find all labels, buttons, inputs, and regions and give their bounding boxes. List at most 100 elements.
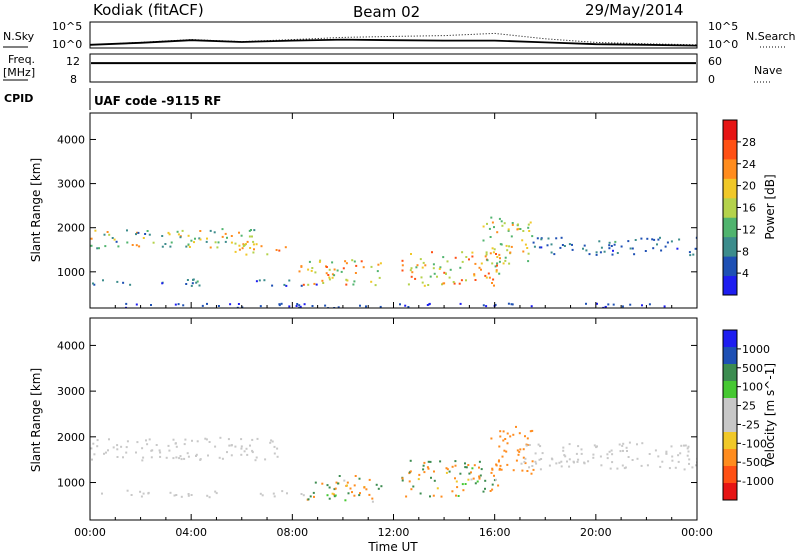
- heatmap-cell: [325, 266, 328, 268]
- cpid-label: CPID: [4, 92, 33, 105]
- y-tick-label: 2000: [57, 222, 85, 235]
- heatmap-cell: [375, 483, 378, 486]
- heatmap-cell: [260, 245, 263, 248]
- heatmap-cell: [427, 467, 430, 470]
- heatmap-cell: [498, 445, 501, 448]
- heatmap-cell: [245, 253, 248, 256]
- heatmap-cell: [665, 452, 668, 455]
- heatmap-cell: [577, 458, 580, 461]
- heatmap-cell: [187, 234, 190, 237]
- colorbar-segment: [723, 347, 737, 365]
- heatmap-cell: [241, 247, 244, 250]
- heatmap-cell: [488, 276, 491, 279]
- heatmap-cell: [180, 495, 183, 498]
- heatmap-cell: [564, 455, 567, 458]
- y-tick-label: 3000: [57, 385, 85, 398]
- heatmap-cell: [454, 477, 456, 480]
- heatmap-cell: [136, 441, 139, 444]
- heatmap-cell: [183, 457, 186, 460]
- heatmap-cell: [657, 238, 660, 241]
- heatmap-cell: [261, 494, 264, 497]
- heatmap-cell: [502, 430, 505, 433]
- heatmap-cell: [271, 440, 274, 443]
- heatmap-cell: [201, 304, 204, 307]
- colorbar-tick-label: 24: [742, 158, 756, 171]
- heatmap-cell: [93, 283, 96, 286]
- heatmap-cell: [525, 444, 528, 447]
- heatmap-cell: [345, 262, 348, 265]
- heatmap-cell: [115, 240, 118, 243]
- heatmap-cell: [237, 303, 240, 305]
- heatmap-cell: [588, 253, 591, 256]
- heatmap-cell: [502, 262, 505, 265]
- colorbar-segment: [723, 256, 737, 277]
- heatmap-cell: [580, 452, 583, 455]
- heatmap-cell: [125, 451, 128, 454]
- heatmap-cell: [563, 245, 566, 247]
- heatmap-cell: [489, 236, 492, 238]
- heatmap-cell: [328, 486, 331, 489]
- heatmap-cell: [498, 253, 501, 256]
- heatmap-cell: [371, 500, 374, 503]
- colorbar-tick-label: -1000: [742, 475, 774, 488]
- heatmap-cell: [312, 491, 315, 494]
- heatmap-cell: [221, 457, 224, 460]
- heatmap-cell: [572, 460, 575, 463]
- heatmap-cell: [595, 446, 598, 449]
- heatmap-cell: [150, 456, 153, 459]
- heatmap-cell: [362, 266, 365, 269]
- heatmap-cell: [111, 237, 114, 239]
- heatmap-cell: [173, 494, 176, 497]
- heatmap-cell: [358, 494, 361, 497]
- heatmap-cell: [492, 278, 495, 281]
- heatmap-cell: [177, 233, 180, 236]
- heatmap-cell: [571, 248, 574, 251]
- heatmap-cell: [370, 280, 373, 283]
- heatmap-cell: [598, 240, 601, 243]
- colorbar-segment: [723, 139, 737, 160]
- heatmap-cell: [245, 243, 247, 246]
- heatmap-cell: [560, 460, 563, 463]
- velocity-colorbar-frame: [722, 329, 738, 501]
- heatmap-cell: [108, 233, 111, 236]
- heatmap-cell: [462, 489, 465, 492]
- heatmap-cell: [479, 474, 482, 477]
- heatmap-cell: [489, 490, 492, 492]
- heatmap-cell: [345, 283, 348, 286]
- heatmap-cell: [657, 455, 660, 458]
- heatmap-cell: [331, 261, 334, 264]
- heatmap-cell: [310, 269, 313, 272]
- heatmap-cell: [429, 495, 431, 498]
- heatmap-cell: [498, 468, 501, 471]
- noise-search-label: N.Search: [746, 30, 796, 43]
- heatmap-cell: [238, 231, 240, 234]
- heatmap-cell: [178, 457, 181, 460]
- heatmap-cell: [353, 494, 356, 497]
- heatmap-cell: [600, 246, 603, 249]
- heatmap-cell: [120, 445, 123, 448]
- x-tick-label: 08:00: [276, 526, 308, 539]
- heatmap-cell: [168, 233, 171, 236]
- heatmap-cell: [345, 278, 348, 281]
- heatmap-cell: [592, 456, 595, 459]
- heatmap-cell: [498, 272, 501, 275]
- heatmap-cell: [324, 304, 327, 307]
- heatmap-cell: [620, 245, 623, 248]
- heatmap-cell: [616, 467, 619, 470]
- heatmap-cell: [240, 453, 243, 456]
- heatmap-cell: [298, 304, 301, 307]
- heatmap-cell: [530, 305, 533, 308]
- heatmap-cell: [508, 262, 511, 265]
- heatmap-cell: [346, 279, 349, 282]
- velocity-x-axis: 00:00 04:00 08:00 12:00 16:00 20:00 00:00: [74, 318, 713, 539]
- cpid-value: UAF code -9115 RF: [94, 94, 221, 108]
- heatmap-cell: [687, 445, 690, 448]
- heatmap-cell: [347, 492, 350, 495]
- heatmap-cell: [420, 276, 423, 279]
- y-tick-label: 1000: [57, 477, 85, 490]
- heatmap-cell: [448, 470, 451, 473]
- heatmap-cell: [365, 488, 368, 491]
- heatmap-cell: [256, 437, 259, 440]
- heatmap-cell: [459, 266, 462, 269]
- heatmap-cell: [527, 226, 530, 229]
